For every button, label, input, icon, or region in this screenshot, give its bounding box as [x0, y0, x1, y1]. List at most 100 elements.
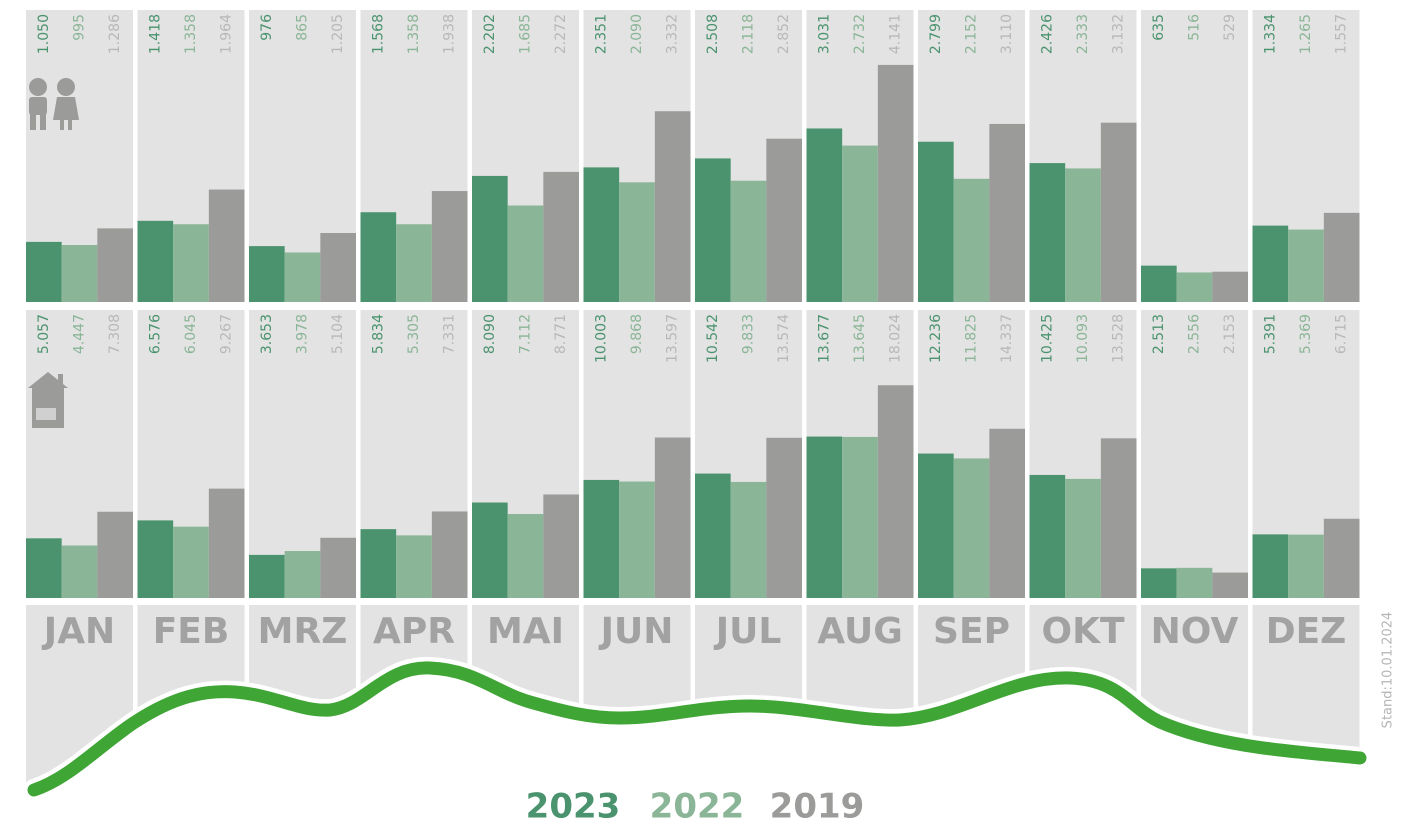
value-label: 2.090: [629, 14, 645, 54]
value-label: 5.104: [330, 314, 346, 354]
value-label: 6.576: [147, 314, 163, 354]
bar: [766, 138, 802, 302]
value-label: 2.426: [1039, 14, 1055, 54]
value-label: 8.090: [482, 314, 498, 354]
bar: [1288, 229, 1324, 302]
note: Stand:10.01.2024: [1381, 612, 1396, 729]
bar: [26, 241, 62, 302]
value-label: 1.358: [406, 14, 422, 54]
bar: [1252, 534, 1289, 598]
bar: [137, 520, 174, 598]
bar: [730, 180, 767, 302]
value-label: 1.938: [442, 14, 458, 54]
value-label: 2.351: [593, 14, 609, 54]
bar: [1323, 212, 1360, 302]
bar: [766, 437, 802, 598]
bar: [249, 554, 285, 598]
bar: [654, 111, 691, 302]
bar: [1141, 568, 1177, 598]
value-label: 635: [1151, 14, 1167, 41]
month-label: DEZ: [1266, 611, 1347, 652]
bar: [695, 158, 731, 302]
value-label: 1.557: [1334, 14, 1350, 54]
legend-entry: 2022: [650, 787, 745, 827]
value-label: 529: [1222, 14, 1238, 41]
bar: [877, 385, 914, 598]
bar: [26, 538, 62, 598]
value-label: 5.834: [370, 314, 386, 354]
value-label: 13.645: [852, 314, 868, 363]
bar: [97, 511, 133, 598]
value-label: 14.337: [999, 314, 1015, 363]
value-label: 3.132: [1111, 14, 1127, 54]
bar: [61, 245, 98, 302]
value-label: 2.202: [482, 14, 498, 54]
month-label: APR: [373, 611, 455, 652]
value-label: 13.528: [1111, 314, 1127, 363]
month-label: MAI: [487, 611, 564, 652]
value-label: 3.031: [816, 14, 832, 54]
bar: [989, 428, 1025, 598]
bar: [1212, 271, 1248, 302]
bar: [1065, 168, 1101, 302]
bar: [97, 228, 133, 302]
people-icon: [29, 78, 79, 130]
bar: [320, 233, 356, 302]
bar: [1100, 438, 1137, 598]
value-label: 1.050: [36, 14, 52, 54]
value-label: 2.513: [1151, 314, 1167, 354]
value-label: 3.110: [999, 14, 1015, 54]
month-label: SEP: [933, 611, 1010, 652]
value-label: 13.597: [665, 314, 681, 363]
month-label: NOV: [1151, 611, 1239, 652]
bar: [360, 212, 397, 302]
bar: [695, 473, 731, 598]
value-label: 13.574: [776, 314, 792, 363]
bar: [396, 535, 432, 598]
bar: [654, 437, 691, 598]
value-label: 6.045: [183, 314, 199, 354]
month-label: AUG: [817, 611, 903, 652]
bar: [1323, 518, 1360, 598]
column-bg: [1141, 10, 1248, 302]
bar: [61, 545, 98, 598]
value-label: 4.141: [888, 14, 904, 54]
value-label: 7.112: [518, 314, 534, 354]
value-label: 3.653: [259, 314, 275, 354]
value-label: 4.447: [72, 314, 88, 354]
bar: [842, 436, 878, 598]
bar: [806, 128, 843, 302]
value-label: 9.868: [629, 314, 645, 354]
value-label: 1.568: [370, 14, 386, 54]
value-label: 1.205: [330, 14, 346, 54]
value-label: 2.272: [553, 14, 569, 54]
decoration: [0, 656, 1402, 827]
value-label: 2.333: [1075, 14, 1091, 54]
month-label: OKT: [1041, 611, 1125, 652]
value-label: 7.331: [442, 314, 458, 354]
bar: [137, 220, 174, 302]
value-label: 10.542: [705, 314, 721, 363]
bar: [1176, 272, 1213, 302]
bar: [284, 551, 321, 598]
value-label: 8.771: [553, 314, 569, 354]
bar: [953, 178, 990, 302]
value-label: 865: [295, 14, 311, 41]
value-label: 10.003: [593, 314, 609, 363]
bar: [1100, 122, 1137, 303]
value-label: 11.825: [964, 314, 980, 363]
bar: [918, 453, 954, 598]
month-label: JAN: [41, 611, 115, 652]
month-label: MRZ: [258, 611, 348, 652]
bar: [208, 488, 245, 598]
value-label: 6.715: [1334, 314, 1350, 354]
bar: [472, 502, 508, 598]
value-label: 12.236: [928, 314, 944, 363]
bar: [173, 526, 209, 598]
value-label: 2.732: [852, 14, 868, 54]
bar: [619, 481, 655, 598]
bar: [1212, 572, 1248, 598]
value-label: 1.358: [183, 14, 199, 54]
value-label: 5.369: [1298, 314, 1314, 354]
